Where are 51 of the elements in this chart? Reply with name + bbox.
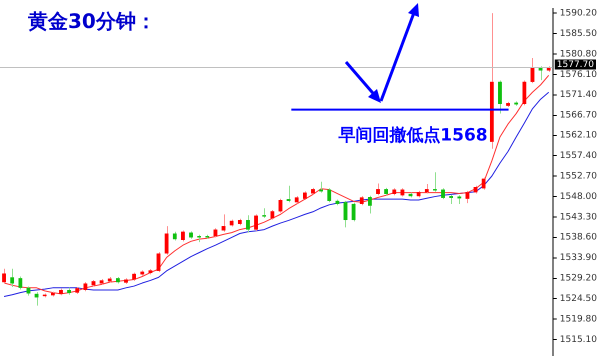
ref-line-label: 1577.70 <box>556 60 594 70</box>
candlestick <box>530 57 534 84</box>
candlestick <box>368 195 372 214</box>
candlestick <box>2 268 6 284</box>
candlestick <box>327 188 332 203</box>
candlestick <box>246 214 250 234</box>
candlestick <box>156 252 160 273</box>
candlestick <box>441 188 445 200</box>
y-tick-label: 1562.10 <box>560 130 598 141</box>
y-tick-label: 1571.40 <box>560 90 598 100</box>
y-tick-label: 1552.70 <box>560 171 598 182</box>
candlestick <box>538 66 542 81</box>
candlestick <box>286 185 290 203</box>
y-tick-label: 1538.60 <box>560 232 598 243</box>
candlestick <box>214 228 218 238</box>
y-tick-label: 1590.20 <box>560 8 598 19</box>
candlestick <box>84 282 88 292</box>
candlestick <box>424 183 429 194</box>
y-tick-label: 1566.70 <box>560 110 598 121</box>
candlestick <box>344 200 348 228</box>
y-tick-label: 1543.30 <box>560 212 598 222</box>
chart-title: 黄金30分钟： <box>28 8 156 35</box>
candlestick <box>360 196 364 206</box>
y-tick-label: 1524.50 <box>560 294 598 304</box>
candlestick <box>466 190 470 204</box>
y-tick-label: 1533.90 <box>560 253 598 264</box>
y-tick-label: 1548.00 <box>560 192 598 202</box>
candlestick <box>498 80 502 114</box>
candlestick <box>26 286 30 296</box>
y-tick-label: 1515.10 <box>560 334 598 345</box>
y-tick-label: 1557.40 <box>560 151 598 162</box>
candlestick <box>164 226 168 256</box>
candlestick <box>278 198 282 214</box>
candlestick <box>433 172 437 192</box>
candlestick <box>10 268 14 288</box>
candlestick <box>222 214 226 232</box>
candlestick <box>262 208 266 218</box>
candlestick <box>181 230 185 242</box>
candlestick <box>352 202 356 222</box>
y-tick-label: 1519.80 <box>560 314 598 324</box>
y-tick-label: 1585.50 <box>560 28 598 39</box>
candlestick <box>34 292 38 306</box>
candlestick <box>270 210 274 220</box>
candlestick <box>376 183 380 196</box>
candlestick <box>449 194 453 204</box>
candlestick <box>254 214 258 232</box>
y-tick-label: 1576.10 <box>560 70 598 80</box>
ref-line-label: 早间回撤低点1568 <box>337 126 488 146</box>
y-tick-label: 1580.80 <box>560 49 598 60</box>
candlestick <box>319 181 323 194</box>
y-tick-label: 1529.20 <box>560 274 598 284</box>
